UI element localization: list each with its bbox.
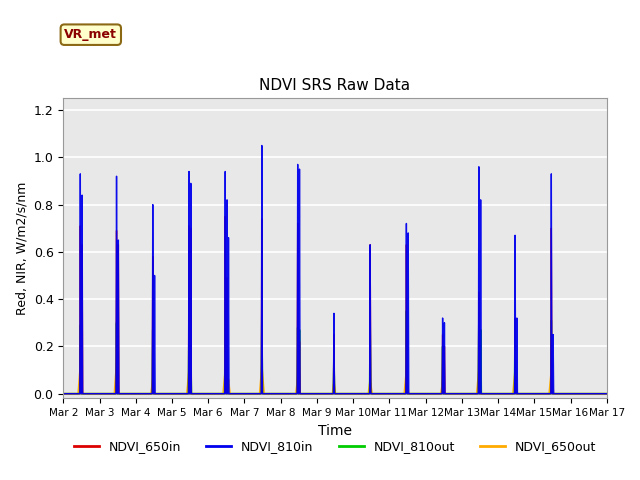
X-axis label: Time: Time <box>318 424 352 438</box>
Text: VR_met: VR_met <box>65 28 117 41</box>
Legend: NDVI_650in, NDVI_810in, NDVI_810out, NDVI_650out: NDVI_650in, NDVI_810in, NDVI_810out, NDV… <box>68 435 601 458</box>
Y-axis label: Red, NIR, W/m2/s/nm: Red, NIR, W/m2/s/nm <box>15 181 28 315</box>
Title: NDVI SRS Raw Data: NDVI SRS Raw Data <box>259 78 411 93</box>
